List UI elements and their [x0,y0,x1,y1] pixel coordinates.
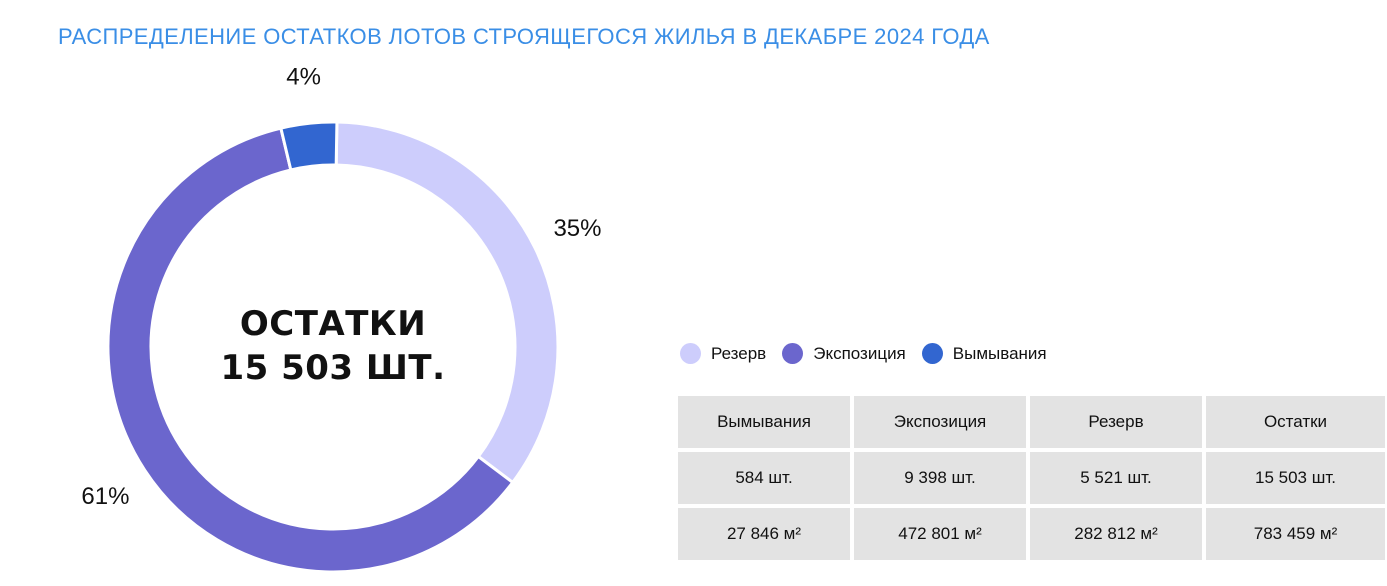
donut-chart: 35% 61% 4% [81,64,601,574]
donut-labels: 35% 61% 4% [81,64,601,510]
pct-label-washout: 4% [286,64,321,91]
legend-dot-reserve [680,343,701,364]
pct-label-reserve: 35% [553,215,601,242]
donut-segments [106,120,560,574]
table-cell-area: 472 801 м² [854,508,1026,560]
table-header-cell: Резерв [1030,396,1202,448]
legend-label-reserve: Резерв [711,343,767,363]
legend-item-exposition: Экспозиция [782,343,906,364]
donut-slice-washout [279,120,339,172]
donut-slice-exposition [106,126,515,574]
table-cell-count: 5 521 шт. [1030,452,1202,504]
center-title: ОСТАТКИ [239,304,427,344]
summary-table: Вымывания Экспозиция Резерв Остатки 584 … [678,396,1385,560]
table-header-cell: Экспозиция [854,396,1026,448]
table-cell-area: 282 812 м² [1030,508,1202,560]
table-cell-area: 27 846 м² [678,508,850,560]
legend-item-washout: Вымывания [921,343,1047,364]
chart-legend: Резерв Экспозиция Вымывания [680,343,1063,364]
center-total: 15 503 ШТ. [220,348,446,388]
table-cell-area: 783 459 м² [1206,508,1385,560]
table-header-cell: Вымывания [678,396,850,448]
table-cell-count: 15 503 шт. [1206,452,1385,504]
table-cell-count: 9 398 шт. [854,452,1026,504]
legend-dot-exposition [782,343,804,364]
legend-item-reserve: Резерв [680,343,766,364]
legend-label-exposition: Экспозиция [813,343,906,363]
table-header-cell: Остатки [1206,396,1385,448]
legend-label-washout: Вымывания [952,343,1047,363]
table-cell-count: 584 шт. [678,452,850,504]
legend-dot-washout [921,343,943,364]
chart-title: РАСПРЕДЕЛЕНИЕ ОСТАТКОВ ЛОТОВ СТРОЯЩЕГОСЯ… [58,24,990,49]
pct-label-exposition: 61% [81,483,129,510]
